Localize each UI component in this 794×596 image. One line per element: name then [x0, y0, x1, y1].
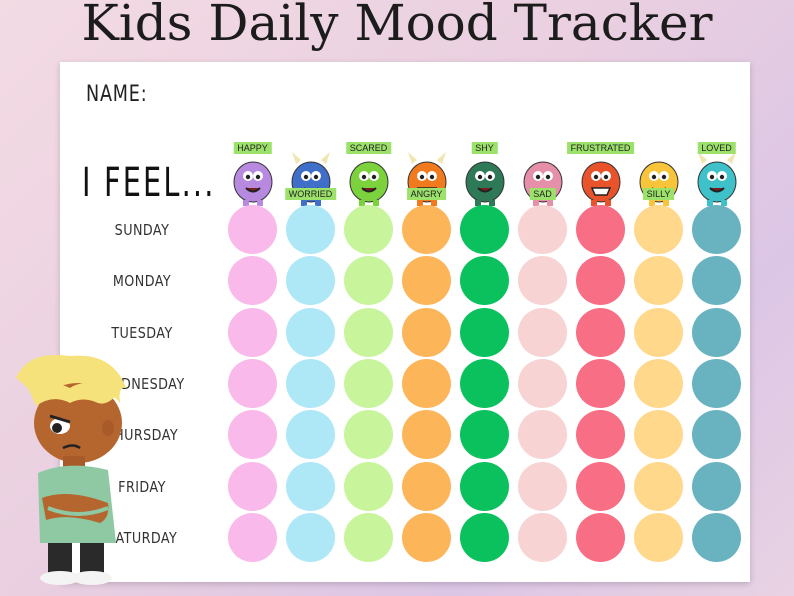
mood-label-loved: Loved	[697, 142, 736, 154]
mood-circle-worried-tuesday[interactable]	[286, 307, 335, 357]
mood-circle-loved-sunday[interactable]	[692, 205, 741, 254]
mood-circle-angry-thursday[interactable]	[402, 410, 451, 460]
mood-circle-scared-wednesday[interactable]	[344, 358, 393, 408]
mood-circle-shy-friday[interactable]	[460, 461, 509, 511]
mood-circle-frustrated-tuesday[interactable]	[576, 307, 625, 357]
mood-circle-happy-saturday[interactable]	[228, 512, 277, 562]
mood-circle-angry-friday[interactable]	[402, 461, 451, 511]
mood-label-shy: Shy	[471, 142, 498, 154]
mood-circle-angry-monday[interactable]	[402, 256, 451, 306]
mood-circle-worried-thursday[interactable]	[286, 410, 335, 460]
mood-circle-sad-sunday[interactable]	[518, 205, 567, 254]
mood-circle-frustrated-friday[interactable]	[576, 461, 625, 511]
mood-circle-scared-thursday[interactable]	[344, 410, 393, 460]
mood-circle-worried-saturday[interactable]	[286, 512, 335, 562]
mood-circle-loved-saturday[interactable]	[692, 512, 741, 562]
teal-loving-monster-icon	[694, 150, 740, 206]
page-title: Kids Daily Mood Tracker	[81, 0, 713, 52]
mood-circle-worried-sunday[interactable]	[286, 205, 335, 254]
mood-circle-sad-monday[interactable]	[518, 256, 567, 306]
mood-circle-scared-monday[interactable]	[344, 256, 393, 306]
purple-fluffy-monster-icon	[230, 150, 276, 206]
mood-circle-frustrated-sunday[interactable]	[576, 205, 625, 254]
mood-circle-scared-saturday[interactable]	[344, 512, 393, 562]
day-label-thursday: THURSDAY	[105, 426, 179, 445]
i-feel-label: I FEEL...	[82, 160, 216, 206]
mood-circle-happy-tuesday[interactable]	[228, 307, 277, 357]
green-blob-monster-icon	[346, 150, 392, 206]
mood-circle-silly-thursday[interactable]	[634, 410, 683, 460]
red-frustrated-monster-icon	[578, 150, 624, 206]
name-label: NAME:	[86, 82, 148, 107]
mood-label-frustrated: Frustrated	[566, 142, 635, 154]
mood-circle-angry-wednesday[interactable]	[402, 358, 451, 408]
mood-circle-worried-wednesday[interactable]	[286, 358, 335, 408]
day-label-tuesday: TUESDAY	[111, 323, 173, 342]
grumpy-boy-icon	[16, 354, 126, 585]
mood-circle-loved-monday[interactable]	[692, 256, 741, 306]
mood-circle-silly-friday[interactable]	[634, 461, 683, 511]
mood-circle-shy-thursday[interactable]	[460, 410, 509, 460]
mood-circle-scared-friday[interactable]	[344, 461, 393, 511]
mood-circle-shy-saturday[interactable]	[460, 512, 509, 562]
mood-label-silly: Silly	[642, 188, 675, 200]
mood-circle-happy-sunday[interactable]	[228, 205, 277, 254]
day-label-sunday: SUNDAY	[114, 221, 170, 239]
mood-circle-scared-sunday[interactable]	[344, 205, 393, 254]
mood-circle-sad-wednesday[interactable]	[518, 358, 567, 408]
mood-circle-angry-sunday[interactable]	[402, 205, 451, 254]
mood-circle-frustrated-wednesday[interactable]	[576, 358, 625, 408]
mood-circle-frustrated-saturday[interactable]	[576, 512, 625, 562]
mood-circle-scared-tuesday[interactable]	[344, 307, 393, 357]
mood-circle-silly-monday[interactable]	[634, 256, 683, 306]
green-spiky-monster-icon	[462, 150, 508, 206]
mood-circle-shy-monday[interactable]	[460, 256, 509, 306]
mood-circle-loved-tuesday[interactable]	[692, 307, 741, 357]
mood-label-angry: Angry	[406, 188, 447, 200]
day-label-monday: MONDAY	[112, 272, 172, 291]
mood-label-happy: Happy	[233, 142, 272, 154]
mood-circle-angry-saturday[interactable]	[402, 512, 451, 562]
mood-tracker-sheet: NAME: I FEEL... Happy Worried Scared Angry S…	[60, 62, 750, 582]
mood-circle-sad-tuesday[interactable]	[518, 307, 567, 357]
mood-circle-happy-monday[interactable]	[228, 256, 277, 306]
mood-circle-silly-sunday[interactable]	[634, 205, 683, 254]
mood-circle-happy-wednesday[interactable]	[228, 358, 277, 408]
day-label-saturday: SATURDAY	[106, 528, 178, 547]
mood-label-worried: Worried	[284, 188, 337, 200]
mood-circle-sad-saturday[interactable]	[518, 512, 567, 562]
mood-circle-shy-tuesday[interactable]	[460, 307, 509, 357]
mood-circle-happy-friday[interactable]	[228, 461, 277, 511]
mood-circle-angry-tuesday[interactable]	[402, 307, 451, 357]
mood-circle-worried-monday[interactable]	[286, 256, 335, 306]
mood-circle-frustrated-thursday[interactable]	[576, 410, 625, 460]
mood-label-sad: Sad	[529, 188, 556, 200]
mood-circle-silly-tuesday[interactable]	[634, 307, 683, 357]
mood-circle-loved-friday[interactable]	[692, 461, 741, 511]
mood-circle-frustrated-monday[interactable]	[576, 256, 625, 306]
mood-circle-shy-wednesday[interactable]	[460, 358, 509, 408]
mood-circle-loved-wednesday[interactable]	[692, 358, 741, 408]
mood-circle-happy-thursday[interactable]	[228, 410, 277, 460]
mood-label-scared: Scared	[345, 142, 392, 154]
mood-circle-sad-friday[interactable]	[518, 461, 567, 511]
mood-circle-shy-sunday[interactable]	[460, 205, 509, 254]
day-label-friday: FRIDAY	[118, 477, 166, 496]
mood-circle-sad-thursday[interactable]	[518, 410, 567, 460]
mood-circle-loved-thursday[interactable]	[692, 410, 741, 460]
mood-circle-silly-saturday[interactable]	[634, 512, 683, 562]
mood-circle-silly-wednesday[interactable]	[634, 358, 683, 408]
mood-circle-worried-friday[interactable]	[286, 461, 335, 511]
